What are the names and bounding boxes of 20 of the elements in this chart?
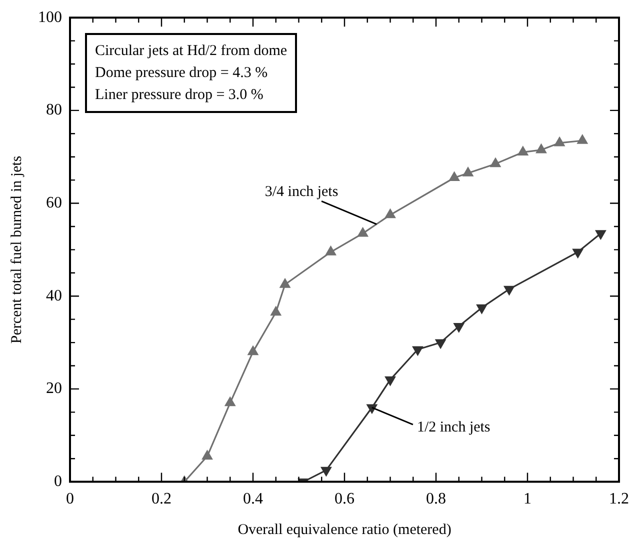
x-tick-label: 0.4 xyxy=(243,490,263,508)
x-tick-label: 0 xyxy=(66,490,74,508)
annotation: 3/4 inch jets xyxy=(264,184,338,200)
y-axis-title: Percent total fuel burned in jets xyxy=(8,156,25,344)
annotation: 1/2 inch jets xyxy=(416,419,490,436)
annotation: Liner pressure drop = 3.0 % xyxy=(95,86,264,105)
annotation: Circular jets at Hd/2 from dome xyxy=(95,42,288,61)
y-tick-label: 0 xyxy=(54,473,62,490)
y-tick-label: 40 xyxy=(46,287,62,304)
y-tick-label: 100 xyxy=(38,8,62,26)
annotation: Dome pressure drop = 4.3 % xyxy=(95,64,269,83)
x-tick-label: 0.8 xyxy=(426,490,446,508)
y-tick-label: 20 xyxy=(46,380,62,398)
x-tick-label: 1.2 xyxy=(609,490,629,508)
x-tick-label: 0.6 xyxy=(334,490,354,508)
y-tick-label: 60 xyxy=(46,194,62,212)
x-tick-label: 0.2 xyxy=(152,490,172,508)
x-axis-title: Overall equivalence ratio (metered) xyxy=(238,522,452,538)
x-tick-label: 1 xyxy=(524,490,532,508)
y-tick-label: 80 xyxy=(46,102,62,119)
